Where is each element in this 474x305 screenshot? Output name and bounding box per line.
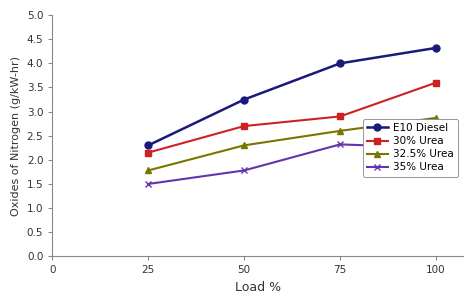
35% Urea — [433, 146, 439, 149]
Line: E10 Diesel: E10 Diesel — [145, 45, 439, 149]
32.5% Urea — [146, 169, 151, 172]
Line: 30% Urea: 30% Urea — [145, 79, 439, 156]
Line: 32.5% Urea: 32.5% Urea — [145, 114, 439, 174]
X-axis label: Load %: Load % — [235, 281, 281, 294]
Y-axis label: Oxides of Nitrogen (g/kW-hr): Oxides of Nitrogen (g/kW-hr) — [11, 56, 21, 216]
35% Urea — [146, 182, 151, 186]
Legend: E10 Diesel, 30% Urea, 32.5% Urea, 35% Urea: E10 Diesel, 30% Urea, 32.5% Urea, 35% Ur… — [363, 119, 458, 177]
32.5% Urea — [433, 116, 439, 120]
35% Urea — [241, 169, 247, 172]
30% Urea — [337, 115, 343, 118]
E10 Diesel — [241, 98, 247, 101]
30% Urea — [241, 124, 247, 128]
30% Urea — [146, 151, 151, 154]
32.5% Urea — [241, 144, 247, 147]
E10 Diesel — [433, 46, 439, 50]
32.5% Urea — [337, 129, 343, 133]
E10 Diesel — [146, 144, 151, 147]
30% Urea — [433, 81, 439, 84]
E10 Diesel — [337, 62, 343, 65]
Line: 35% Urea: 35% Urea — [145, 141, 439, 187]
35% Urea — [337, 142, 343, 146]
